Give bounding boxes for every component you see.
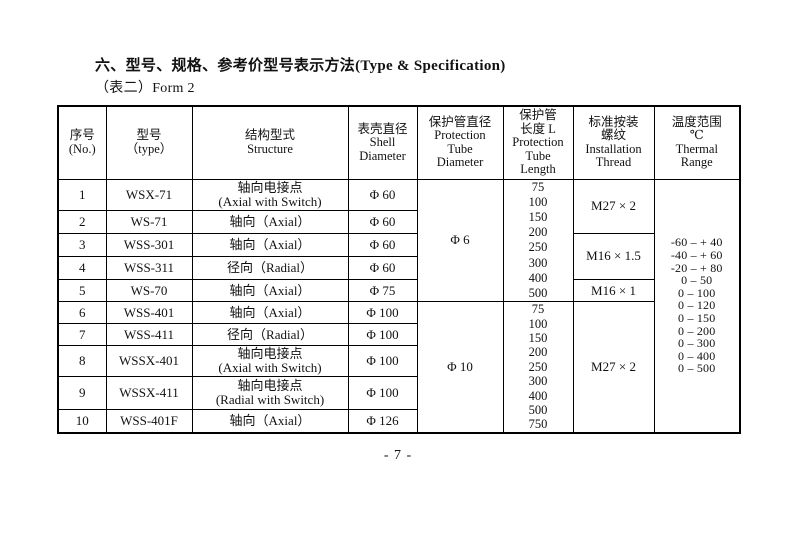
cell-no: 1 [57, 178, 107, 211]
cell-no: 7 [57, 323, 107, 347]
cell-tube-diameter-bottom: Φ 10 [416, 301, 504, 434]
cell-structure: 径向（Radial） [191, 256, 349, 281]
cell-type: WSS-411 [105, 323, 193, 347]
page-subtitle: （表二）Form 2 [95, 81, 195, 96]
cell-type: WSS-401F [105, 409, 193, 434]
cell-shell-diameter: Φ 100 [347, 301, 418, 325]
cell-type: WS-71 [105, 209, 193, 234]
cell-shell-diameter: Φ 60 [347, 232, 418, 258]
cell-type: WSSX-411 [105, 376, 193, 411]
cell-shell-diameter: Φ 100 [347, 376, 418, 411]
cell-shell-diameter: Φ 60 [347, 256, 418, 281]
table-row: 2 WS-71 轴向（Axial） Φ 60 [57, 209, 740, 234]
header-type: 型号 （type） [105, 105, 193, 180]
page-number: - 7 - [383, 448, 413, 463]
cell-type: WSSX-401 [105, 345, 193, 378]
cell-shell-diameter: Φ 60 [347, 209, 418, 234]
cell-no: 3 [57, 232, 107, 258]
cell-thread-m16x1: M16 × 1 [572, 279, 655, 303]
header-shell-diameter: 表壳直径 Shell Diameter [347, 105, 418, 180]
table-row: 4 WSS-311 径向（Radial） Φ 60 [57, 256, 740, 281]
cell-tube-lengths-bottom: 75 100 150 200 250 300 400 500 750 [502, 301, 574, 434]
cell-shell-diameter: Φ 126 [347, 409, 418, 434]
table-row: 1 WSX-71 轴向电接点 (Axial with Switch) Φ 60 … [57, 178, 741, 434]
cell-shell-diameter: Φ 75 [347, 279, 418, 303]
cell-thread-m27x2-top: M27 × 2 [572, 178, 655, 234]
header-tube-diameter: 保护管直径 Protection Tube Diameter [416, 105, 504, 180]
cell-shell-diameter: Φ 100 [347, 345, 418, 378]
table-row: 8 WSSX-401 轴向电接点 (Axial with Switch) Φ 1… [57, 345, 740, 378]
cell-type: WSS-301 [105, 232, 193, 258]
cell-shell-diameter: Φ 60 [347, 178, 418, 211]
cell-no: 2 [57, 209, 107, 234]
cell-structure: 径向（Radial） [191, 323, 349, 347]
spec-table: 序号 (No.) 型号 （type） 结构型式 Structure 表壳直径 S… [57, 105, 741, 434]
cell-tube-lengths-top: 75 100 150 200 250 300 400 500 [502, 178, 574, 303]
cell-type: WSS-401 [105, 301, 193, 325]
cell-type: WSS-311 [105, 256, 193, 281]
cell-structure: 轴向（Axial） [191, 409, 349, 434]
cell-structure: 轴向（Axial） [191, 279, 349, 303]
cell-no: 6 [57, 301, 107, 325]
header-thermal-range: 温度范围 ℃ Thermal Range [653, 105, 741, 180]
cell-thread-m16x15: M16 × 1.5 [572, 232, 655, 281]
table-row: 10 WSS-401F 轴向（Axial） Φ 126 [57, 409, 740, 434]
header-thread: 标准按装 螺纹 Installation Thread [572, 105, 655, 180]
cell-thread-m27x2-bottom: M27 × 2 [572, 301, 655, 434]
cell-type: WSX-71 [105, 178, 193, 211]
cell-structure: 轴向（Axial） [191, 301, 349, 325]
cell-structure: 轴向电接点 (Axial with Switch) [191, 345, 349, 378]
cell-structure: 轴向（Axial） [191, 232, 349, 258]
header-no: 序号 (No.) [57, 105, 107, 180]
cell-tube-diameter-top: Φ 6 [416, 178, 504, 303]
cell-structure: 轴向电接点 (Axial with Switch) [191, 178, 349, 211]
cell-no: 5 [57, 279, 107, 303]
header-tube-length: 保护管 长度 L Protection Tube Length [502, 105, 574, 180]
cell-shell-diameter: Φ 100 [347, 323, 418, 347]
cell-structure: 轴向（Axial） [191, 209, 349, 234]
cell-no: 9 [57, 376, 107, 411]
cell-no: 4 [57, 256, 107, 281]
table-header-row: 序号 (No.) 型号 （type） 结构型式 Structure 表壳直径 S… [57, 105, 741, 180]
cell-type: WS-70 [105, 279, 193, 303]
cell-structure: 轴向电接点 (Radial with Switch) [191, 376, 349, 411]
table-row: 5 WS-70 轴向（Axial） Φ 75 M16 × 1 [57, 279, 740, 303]
header-structure: 结构型式 Structure [191, 105, 349, 180]
table-row: 6 WSS-401 轴向（Axial） Φ 100 Φ 10 75 100 15… [57, 301, 740, 434]
cell-no: 8 [57, 345, 107, 378]
cell-thermal-ranges: -60 – + 40 -40 – + 60 -20 – + 80 0 – 50 … [653, 178, 741, 434]
table-row: 3 WSS-301 轴向（Axial） Φ 60 M16 × 1.5 [57, 232, 740, 281]
cell-no: 10 [57, 409, 107, 434]
page-title: 六、型号、规格、参考价型号表示方法(Type & Specification) [95, 58, 506, 74]
